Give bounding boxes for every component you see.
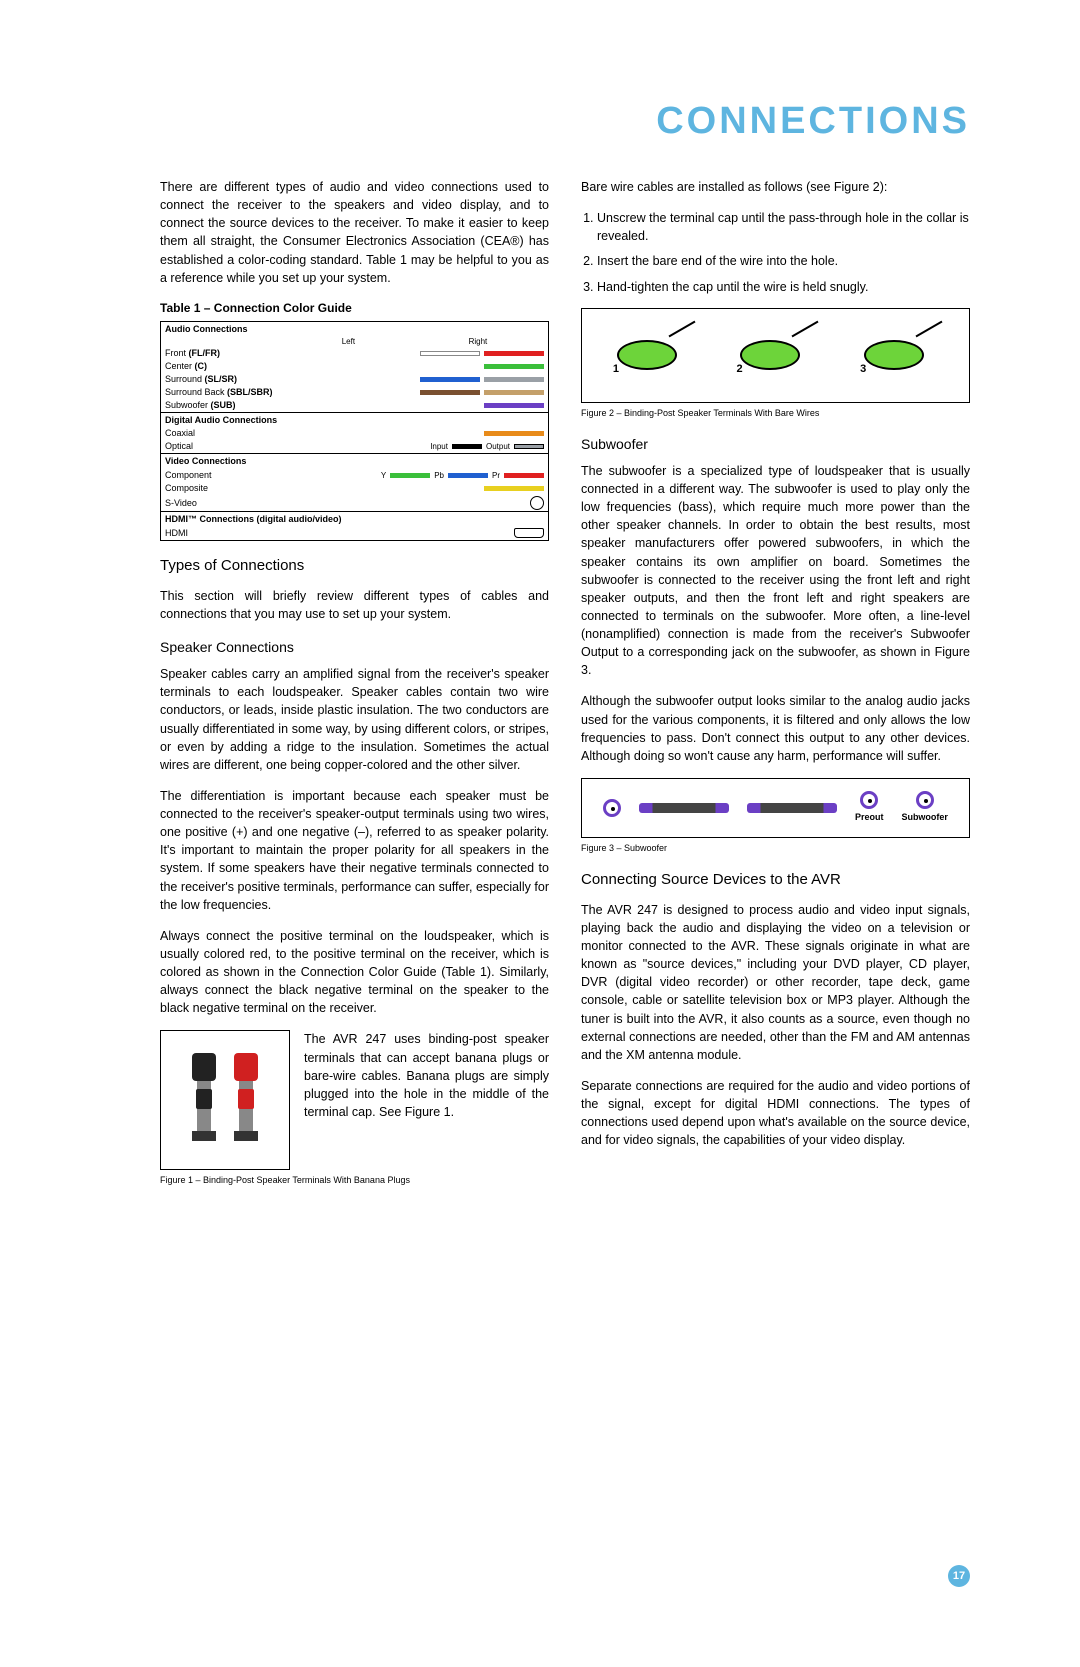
fig2-step2-label: 2	[736, 362, 742, 378]
types-paragraph: This section will briefly review differe…	[160, 587, 549, 623]
subwoofer-p1: The subwoofer is a specialized type of l…	[581, 462, 970, 680]
figure2-caption: Figure 2 – Binding-Post Speaker Terminal…	[581, 407, 970, 420]
connecting-source-heading: Connecting Source Devices to the AVR	[581, 869, 970, 891]
right-column: Bare wire cables are installed as follow…	[581, 178, 970, 1188]
speaker-connections-heading: Speaker Connections	[160, 637, 549, 657]
step-1: Unscrew the terminal cap until the pass-…	[597, 209, 970, 245]
table-row: Surround Back (SBL/SBR)	[161, 386, 548, 399]
right-label: Right	[469, 337, 488, 347]
subwoofer-heading: Subwoofer	[581, 434, 970, 454]
subwoofer-label: Subwoofer	[901, 811, 948, 824]
step-3: Hand-tighten the cap until the wire is h…	[597, 278, 970, 296]
connection-color-guide-table: Audio Connections Left Right Front (FL/F…	[160, 321, 549, 541]
subwoofer-p2: Although the subwoofer output looks simi…	[581, 692, 970, 765]
preout-label: Preout	[855, 811, 884, 824]
avr-p1: The AVR 247 is designed to process audio…	[581, 901, 970, 1064]
page-title: CONNECTIONS	[160, 100, 970, 143]
subwoofer-cable-icon	[747, 803, 837, 813]
audio-lr-header: Left Right	[161, 337, 548, 347]
types-of-connections-heading: Types of Connections	[160, 555, 549, 577]
figure3-diagram: Preout Subwoofer	[581, 778, 970, 838]
rca-jack-icon	[860, 791, 878, 809]
bare-wire-steps: Unscrew the terminal cap until the pass-…	[597, 209, 970, 296]
speaker-p2: The differentiation is important because…	[160, 787, 549, 914]
table-row: ComponentYPbPr	[161, 469, 548, 482]
rca-jack-icon	[603, 799, 621, 817]
hdmi-header: HDMI™ Connections (digital audio/video)	[161, 511, 548, 527]
table-row: S-Video	[161, 495, 548, 511]
page-number-badge: 17	[948, 1565, 970, 1587]
table-row: Coaxial	[161, 427, 548, 440]
table-row: HDMI	[161, 527, 548, 540]
figure1-side-text: The AVR 247 uses binding-post speaker te…	[304, 1030, 549, 1170]
left-label: Left	[342, 337, 355, 347]
figure3-caption: Figure 3 – Subwoofer	[581, 842, 970, 855]
intro-paragraph: There are different types of audio and v…	[160, 178, 549, 287]
table1-title: Table 1 – Connection Color Guide	[160, 300, 549, 317]
figure2-diagram: 1 2 3	[581, 308, 970, 403]
subwoofer-cable-icon	[639, 803, 729, 813]
table-row: Subwoofer (SUB)	[161, 399, 548, 412]
table-row: Surround (SL/SR)	[161, 373, 548, 386]
fig2-step1-label: 1	[613, 362, 619, 378]
left-column: There are different types of audio and v…	[160, 178, 549, 1188]
digital-audio-header: Digital Audio Connections	[161, 412, 548, 428]
avr-p2: Separate connections are required for th…	[581, 1077, 970, 1150]
audio-connections-header: Audio Connections	[161, 322, 548, 337]
bare-wire-intro: Bare wire cables are installed as follow…	[581, 178, 970, 196]
table-row: Center (C)	[161, 360, 548, 373]
rca-jack-icon	[916, 791, 934, 809]
figure1-diagram	[160, 1030, 290, 1170]
speaker-p1: Speaker cables carry an amplified signal…	[160, 665, 549, 774]
figure1-caption: Figure 1 – Binding-Post Speaker Terminal…	[160, 1174, 549, 1187]
video-connections-header: Video Connections	[161, 453, 548, 469]
fig2-step3-label: 3	[860, 362, 866, 378]
step-2: Insert the bare end of the wire into the…	[597, 252, 970, 270]
table-row: Composite	[161, 482, 548, 495]
speaker-p3: Always connect the positive terminal on …	[160, 927, 549, 1018]
table-row: Front (FL/FR)	[161, 347, 548, 360]
table-row: OpticalInputOutput	[161, 440, 548, 453]
